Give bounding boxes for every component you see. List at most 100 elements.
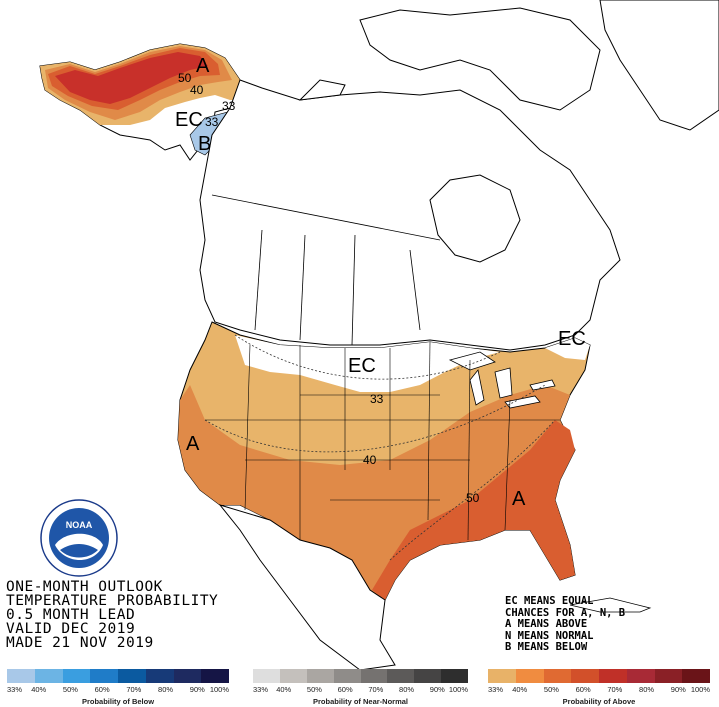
scale-normal-swatch xyxy=(387,669,415,683)
scale-below-tick: 60% xyxy=(94,685,110,694)
scale-below-tick: 70% xyxy=(126,685,142,694)
title-line-5: MADE 21 NOV 2019 xyxy=(6,635,154,651)
canada-land xyxy=(199,79,621,351)
scale-above-swatch xyxy=(599,669,627,683)
scale-normal-tick: 70% xyxy=(368,685,384,694)
scale-below-tick: 80% xyxy=(158,685,174,694)
scale-normal-tick: 33% xyxy=(253,685,269,694)
title-line-3: 0.5 MONTH LEAD xyxy=(6,607,136,623)
scale-below-bar xyxy=(7,669,229,683)
scale-above-tick: 70% xyxy=(607,685,623,694)
scale-normal-swatch xyxy=(253,669,280,683)
alaska-above-60 xyxy=(55,52,208,104)
alaska-40-label: 40 xyxy=(190,83,204,97)
scale-below-tick: 50% xyxy=(62,685,78,694)
cuba-land xyxy=(569,597,652,613)
above-40-region xyxy=(178,385,575,600)
northeast-ec-label: EC xyxy=(558,328,586,350)
scale-above-swatch xyxy=(515,669,544,683)
scale-above-swatch xyxy=(543,669,572,683)
scale-above-ticks: 33% 40% 50% 60% 70% 80% 90% 100% xyxy=(488,683,710,695)
scale-above-tick: 50% xyxy=(543,685,559,694)
scale-normal-swatch xyxy=(414,669,442,683)
scale-below-tick: 100% xyxy=(209,685,229,694)
legend-notes: EC MEANS EQUAL CHANCES FOR A, N, B A MEA… xyxy=(505,595,626,654)
scale-above-swatch xyxy=(682,669,710,683)
title-block: ONE-MONTH OUTLOOK TEMPERATURE PROBABILIT… xyxy=(6,579,219,651)
scale-normal-tick: 100% xyxy=(448,685,468,694)
legend-note-2: CHANCES FOR A, N, B xyxy=(505,606,626,619)
scale-normal-swatch xyxy=(306,669,334,683)
scale-below-swatch xyxy=(62,669,91,683)
contours xyxy=(204,334,556,561)
scale-below-ticks: 33% 40% 50% 60% 70% 80% 90% 100% xyxy=(7,683,229,695)
ec-northern-plains xyxy=(235,335,500,392)
ec-northeast xyxy=(545,338,590,360)
scale-above-tick: 60% xyxy=(575,685,591,694)
noaa-logo: NOAA xyxy=(40,499,118,577)
scale-below: 33% 40% 50% 60% 70% 80% 90% 100% Probability of… xyxy=(7,669,229,706)
alaska-33-label: 33 xyxy=(222,99,236,113)
scale-normal: 33% 40% 50% 60% 70% 80% 90% 100% Probability of… xyxy=(253,669,468,706)
contour-50-label: 50 xyxy=(466,491,480,505)
scale-normal-tick: 90% xyxy=(429,685,445,694)
hudson-bay xyxy=(429,174,521,263)
state-borders xyxy=(205,341,560,541)
scale-normal-ticks: 33% 40% 50% 60% 70% 80% 90% 100% xyxy=(253,683,468,695)
legend-note-3: A MEANS ABOVE xyxy=(505,618,588,630)
noaa-logo-text: NOAA xyxy=(66,520,93,530)
legend-note-5: B MEANS BELOW xyxy=(505,641,588,653)
arctic-islands xyxy=(359,7,601,111)
scale-below-tick: 40% xyxy=(31,685,47,694)
scale-below-swatch xyxy=(145,669,174,683)
title-line-1: ONE-MONTH OUTLOOK xyxy=(6,579,163,595)
scale-below-tick: 33% xyxy=(7,685,23,694)
scale-below-caption: Probability of Below xyxy=(81,697,155,706)
scale-normal-tick: 40% xyxy=(276,685,292,694)
scale-above-swatch xyxy=(626,669,655,683)
scale-above-swatch xyxy=(654,669,683,683)
alaska-ec33-label: 33 xyxy=(205,115,219,129)
scale-above-tick: 80% xyxy=(639,685,655,694)
greenland-land xyxy=(599,0,719,131)
scale-normal-swatch xyxy=(360,669,388,683)
scale-normal-swatch xyxy=(441,669,468,683)
scale-above: 33% 40% 50% 60% 70% 80% 90% 100% Probability of… xyxy=(488,669,710,706)
southeast-a-label: A xyxy=(512,488,526,510)
scale-below-swatch xyxy=(34,669,63,683)
scale-normal-swatch xyxy=(333,669,361,683)
alaska-ec-label: EC xyxy=(175,109,203,131)
west-a-label: A xyxy=(186,433,200,455)
scale-above-caption: Probability of Above xyxy=(562,697,636,706)
scale-below-swatch xyxy=(118,669,146,683)
alaska-b-label: B xyxy=(198,133,211,155)
scale-above-bar xyxy=(488,669,710,683)
scale-normal-tick: 60% xyxy=(337,685,353,694)
legend-note-1: EC MEANS EQUAL xyxy=(505,595,594,607)
plains-ec-label: EC xyxy=(348,355,376,377)
scale-below-swatch xyxy=(201,669,229,683)
scale-below-swatch xyxy=(173,669,202,683)
scale-normal-bar xyxy=(253,669,468,683)
scale-above-swatch xyxy=(571,669,599,683)
title-line-2: TEMPERATURE PROBABILITY xyxy=(6,593,219,609)
great-lakes xyxy=(448,351,556,409)
scale-below-swatch xyxy=(7,669,35,683)
scale-above-tick: 40% xyxy=(512,685,528,694)
scale-above-tick: 90% xyxy=(670,685,686,694)
scale-normal-tick: 50% xyxy=(306,685,322,694)
scale-above-tick: 33% xyxy=(488,685,504,694)
contour-33-label: 33 xyxy=(370,392,384,406)
province-borders xyxy=(211,194,441,346)
scale-above-tick: 100% xyxy=(690,685,710,694)
scale-above-swatch xyxy=(488,669,516,683)
scale-normal-caption: Probability of Near-Normal xyxy=(312,697,409,706)
scale-below-tick: 90% xyxy=(189,685,205,694)
alaska-a-label: A xyxy=(196,55,210,77)
arctic-island-2 xyxy=(298,79,346,101)
mexico-land xyxy=(218,504,396,671)
scale-below-swatch xyxy=(90,669,118,683)
title-line-4: VALID DEC 2019 xyxy=(6,621,136,637)
alaska-50-label: 50 xyxy=(178,71,192,85)
